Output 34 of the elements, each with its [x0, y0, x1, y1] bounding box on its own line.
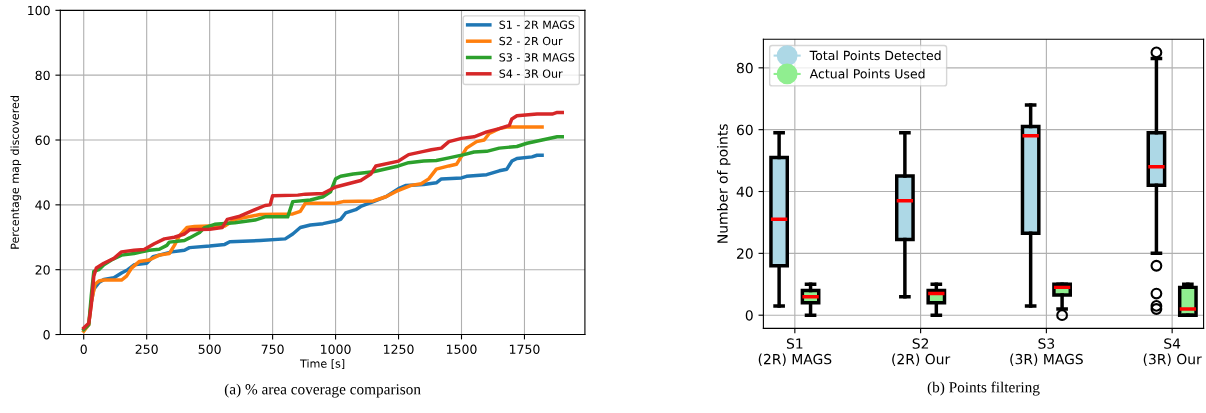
legend-label: Actual Points Used [809, 68, 925, 79]
x-tick-label: S1 (2R) MAGS [758, 338, 832, 366]
legend-label: S4 - 3R Our [499, 69, 563, 78]
y-axis-title: Number of points [717, 124, 731, 243]
legend-label: S3 - 3R MAGS [499, 53, 575, 62]
y-tick-label: 20 [737, 248, 753, 259]
legend-label: S2 - 2R Our [499, 36, 563, 46]
x-tick-label: S4 (3R) Our [1143, 338, 1202, 366]
legend-label: S1 - 2R MAGS [499, 20, 575, 29]
legend-label: Total Points Detected [809, 50, 941, 61]
y-tick-label: 40 [35, 200, 50, 210]
y-tick-label: 0 [43, 330, 50, 340]
y-tick-label: 0 [745, 310, 753, 321]
x-tick-label: 0 [80, 344, 87, 354]
text: (a) % area coverage comparison [224, 383, 421, 398]
x-tick-label: 500 [198, 344, 221, 354]
y-tick-label: 20 [35, 265, 50, 275]
x-tick-label: S3 (3R) MAGS [1010, 338, 1083, 366]
x-tick-label: 1750 [509, 344, 540, 354]
x-tick-label: 1250 [384, 344, 414, 354]
y-tick-label: 80 [35, 70, 50, 81]
x-tick-label: 1000 [321, 344, 351, 354]
y-tick-label: 60 [736, 124, 753, 136]
x-tick-label: 250 [135, 344, 158, 354]
y-tick-label: 60 [35, 135, 50, 145]
y-tick-label: 80 [736, 62, 753, 74]
text: (b) Points filtering [927, 381, 1040, 396]
y-tick-label: 40 [736, 186, 753, 197]
x-axis-title: Time [s] [299, 359, 345, 370]
x-tick-label: S2 (2R) Our [892, 338, 951, 366]
y-axis-title: Percentage map discovered [10, 96, 22, 249]
y-tick-label: 100 [28, 5, 50, 16]
x-tick-label: 1500 [446, 344, 477, 354]
x-tick-label: 750 [261, 344, 284, 354]
